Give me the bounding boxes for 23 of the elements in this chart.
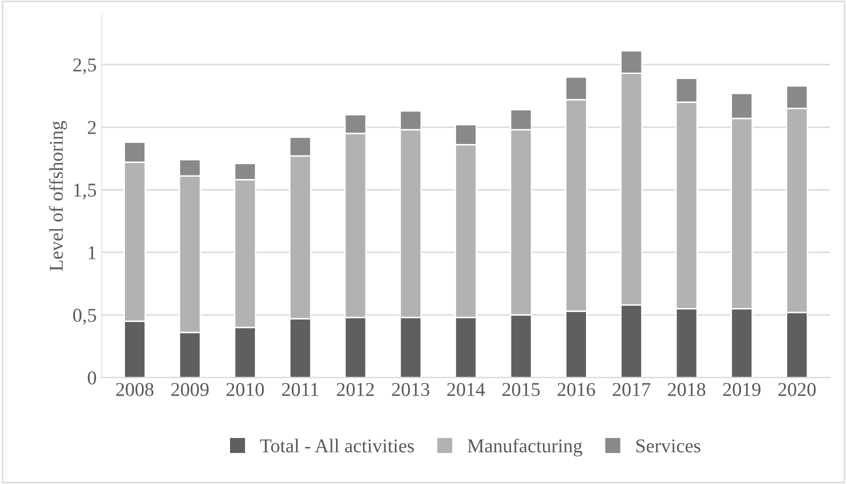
y-tick-label: 1,5 [74,184,96,200]
y-tick-label: 1 [88,246,96,260]
legend-label: Manufacturing [468,438,582,456]
x-tick-label: 2008 [116,382,154,396]
x-tick-label: 2015 [502,382,540,396]
y-axis-title: Level of offshoring [49,120,67,271]
x-tick-label: 2014 [447,382,485,396]
x-tick-label: 2020 [778,382,816,396]
legend-label: Services [636,439,700,452]
y-tick-label: 0,5 [73,308,96,325]
x-tick-label: 2017 [612,382,650,396]
x-tick-label: 2010 [226,382,264,396]
y-tick-label: 0 [88,371,96,384]
y-tick-label: 2,5 [73,58,96,74]
y-tick-label: 2 [88,121,96,134]
x-tick-label: 2016 [558,382,596,396]
legend-label: Total - All activities [260,438,414,452]
x-tick-label: 2018 [668,382,706,396]
x-tick-label: 2011 [282,382,318,396]
x-tick-label: 2013 [392,382,430,396]
x-tick-label: 2012 [336,382,374,396]
x-tick-label: 2009 [171,382,209,396]
x-tick-label: 2019 [723,382,760,396]
